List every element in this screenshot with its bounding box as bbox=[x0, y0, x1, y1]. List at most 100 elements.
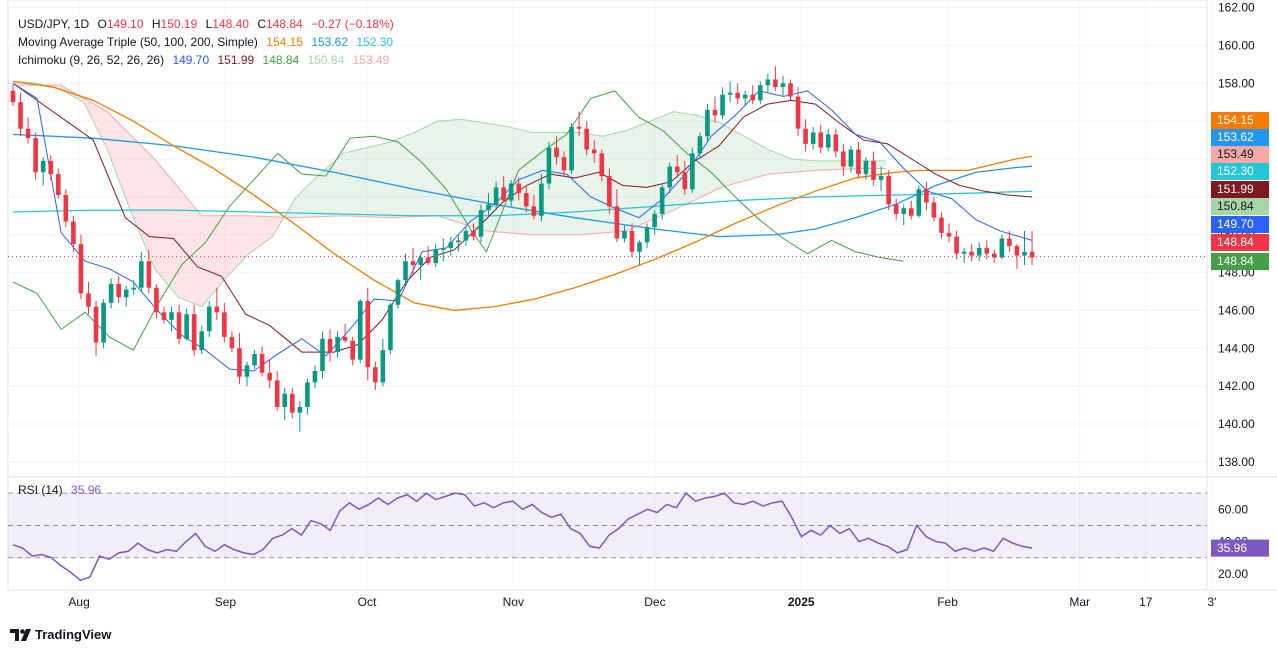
candle-down[interactable] bbox=[342, 336, 348, 341]
candle-up[interactable] bbox=[825, 134, 831, 148]
candle-up[interactable] bbox=[101, 302, 106, 343]
candle-up[interactable] bbox=[395, 280, 401, 305]
candle-down[interactable] bbox=[55, 174, 61, 195]
candle-up[interactable] bbox=[463, 230, 469, 241]
candle-down[interactable] bbox=[773, 79, 778, 88]
candle-down[interactable] bbox=[289, 393, 295, 413]
tradingview-logo[interactable]: TradingView bbox=[10, 627, 111, 642]
candle-down[interactable] bbox=[682, 172, 688, 190]
candle-down[interactable] bbox=[984, 247, 990, 254]
candle-up[interactable] bbox=[493, 187, 499, 205]
candle-down[interactable] bbox=[992, 253, 997, 258]
candle-down[interactable] bbox=[833, 134, 839, 152]
candle-up[interactable] bbox=[199, 331, 205, 351]
candle-down[interactable] bbox=[229, 336, 235, 349]
candle-down[interactable] bbox=[599, 153, 605, 177]
candle-down[interactable] bbox=[886, 176, 891, 205]
candle-down[interactable] bbox=[18, 102, 23, 129]
candle-up[interactable] bbox=[433, 249, 439, 264]
candle-up[interactable] bbox=[878, 176, 884, 180]
candle-down[interactable] bbox=[954, 236, 959, 254]
candle-down[interactable] bbox=[154, 287, 159, 313]
candle-up[interactable] bbox=[440, 247, 446, 250]
candle-up[interactable] bbox=[863, 160, 869, 175]
candle-up[interactable] bbox=[546, 147, 552, 184]
candle-up[interactable] bbox=[252, 353, 257, 366]
candle-up[interactable] bbox=[403, 261, 408, 281]
candle-up[interactable] bbox=[312, 371, 318, 383]
time-axis[interactable]: Aug Sep Oct Nov Dec 2025 Feb Mar 17 3' bbox=[68, 595, 1216, 609]
candle-up[interactable] bbox=[999, 238, 1005, 258]
candle-up[interactable] bbox=[690, 153, 695, 190]
candle-down[interactable] bbox=[116, 283, 121, 298]
ichimoku-legend[interactable]: Ichimoku (9, 26, 52, 26, 26) 149.70 151.… bbox=[18, 53, 394, 67]
candle-up[interactable] bbox=[388, 304, 393, 351]
candle-down[interactable] bbox=[818, 132, 823, 148]
candle-up[interactable] bbox=[123, 289, 129, 298]
candle-down[interactable] bbox=[350, 340, 355, 360]
candle-up[interactable] bbox=[539, 183, 544, 216]
candle-up[interactable] bbox=[40, 160, 46, 173]
candle-down[interactable] bbox=[33, 138, 38, 173]
candle-up[interactable] bbox=[765, 79, 771, 86]
candle-up[interactable] bbox=[667, 166, 673, 188]
candle-up[interactable] bbox=[305, 382, 310, 407]
candle-up[interactable] bbox=[901, 208, 907, 214]
candle-down[interactable] bbox=[161, 312, 167, 320]
candle-up[interactable] bbox=[486, 204, 491, 211]
candle-down[interactable] bbox=[425, 257, 431, 264]
candle-down[interactable] bbox=[712, 109, 718, 116]
candle-down[interactable] bbox=[410, 261, 416, 265]
candle-up[interactable] bbox=[644, 227, 650, 243]
candle-down[interactable] bbox=[561, 157, 567, 171]
candle-down[interactable] bbox=[795, 96, 801, 129]
candle-up[interactable] bbox=[720, 94, 725, 116]
candle-up[interactable] bbox=[357, 300, 363, 360]
candle-up[interactable] bbox=[727, 92, 733, 95]
candle-down[interactable] bbox=[176, 312, 182, 339]
candle-down[interactable] bbox=[591, 149, 597, 154]
candle-down[interactable] bbox=[71, 221, 76, 245]
candle-down[interactable] bbox=[471, 230, 476, 237]
candle-down[interactable] bbox=[584, 128, 589, 150]
candle-down[interactable] bbox=[25, 128, 31, 139]
candle-down[interactable] bbox=[48, 160, 54, 175]
candle-up[interactable] bbox=[380, 350, 386, 383]
candle-up[interactable] bbox=[961, 251, 967, 254]
candle-up[interactable] bbox=[659, 187, 665, 214]
candle-down[interactable] bbox=[931, 202, 937, 218]
candle-down[interactable] bbox=[614, 206, 620, 239]
candle-up[interactable] bbox=[139, 261, 144, 288]
candle-up[interactable] bbox=[1022, 251, 1027, 256]
candle-down[interactable] bbox=[1014, 246, 1020, 256]
candle-down[interactable] bbox=[222, 312, 227, 337]
candle-down[interactable] bbox=[10, 90, 16, 103]
candle-down[interactable] bbox=[86, 293, 91, 307]
candle-down[interactable] bbox=[576, 126, 582, 129]
candle-down[interactable] bbox=[871, 160, 876, 180]
candle-up[interactable] bbox=[637, 242, 642, 252]
candle-down[interactable] bbox=[908, 208, 914, 216]
candle-up[interactable] bbox=[206, 306, 212, 332]
candle-up[interactable] bbox=[652, 213, 657, 228]
candle-down[interactable] bbox=[1007, 238, 1012, 247]
candle-down[interactable] bbox=[856, 149, 861, 175]
candle-down[interactable] bbox=[841, 151, 846, 167]
candle-up[interactable] bbox=[508, 183, 514, 201]
candle-down[interactable] bbox=[191, 314, 197, 351]
candle-up[interactable] bbox=[622, 230, 627, 239]
candle-down[interactable] bbox=[554, 147, 559, 158]
candle-up[interactable] bbox=[282, 393, 288, 407]
candle-up[interactable] bbox=[418, 257, 423, 265]
candle-down[interactable] bbox=[78, 244, 84, 294]
candle-up[interactable] bbox=[448, 242, 454, 248]
candle-up[interactable] bbox=[810, 132, 816, 144]
candle-down[interactable] bbox=[146, 261, 152, 288]
candle-up[interactable] bbox=[780, 83, 786, 88]
candlesticks[interactable] bbox=[10, 66, 1035, 432]
candle-up[interactable] bbox=[705, 109, 710, 137]
candle-up[interactable] bbox=[697, 136, 703, 154]
candle-down[interactable] bbox=[237, 348, 242, 377]
candle-down[interactable] bbox=[274, 380, 280, 407]
